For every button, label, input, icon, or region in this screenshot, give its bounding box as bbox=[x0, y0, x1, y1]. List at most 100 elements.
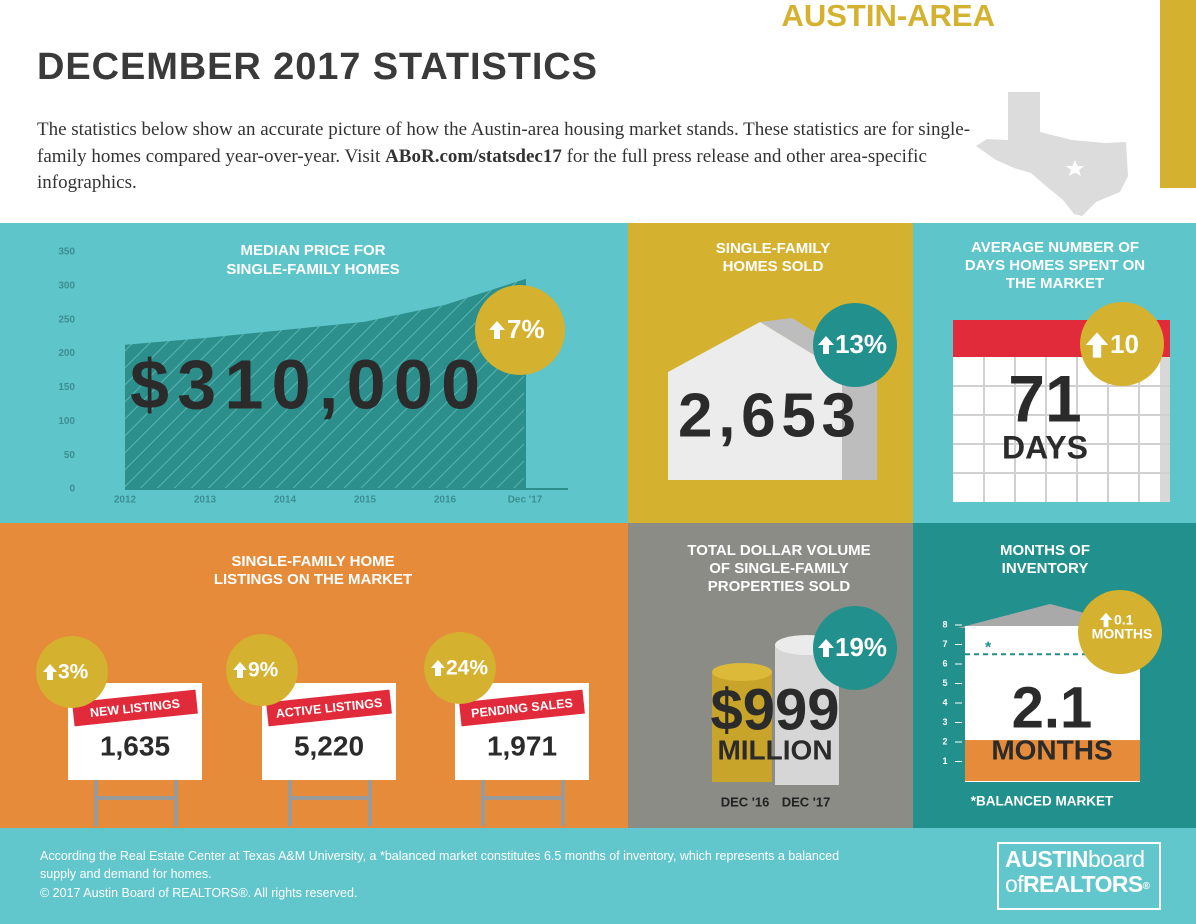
y-tick-label: 3 bbox=[942, 717, 947, 727]
logo-line: AUSTINboard bbox=[1005, 846, 1145, 872]
inventory-chart: 1 2 3 4 5 6 7 8 * bbox=[942, 619, 1140, 781]
unit: DAYS bbox=[1002, 429, 1088, 465]
description: The statistics below show an accurate pi… bbox=[37, 117, 977, 197]
y-tick-label: 4 bbox=[942, 697, 947, 707]
sign-label: NEW LISTINGS bbox=[72, 689, 198, 727]
y-tick-label: 300 bbox=[58, 280, 75, 291]
value: 1,635 bbox=[100, 730, 170, 761]
copyright: © 2017 Austin Board of REALTORS®. All ri… bbox=[40, 886, 358, 900]
value: 5,220 bbox=[294, 730, 364, 761]
bar-label: DEC '16 bbox=[721, 794, 770, 809]
badge bbox=[36, 636, 108, 708]
x-tick-label: 2014 bbox=[274, 495, 297, 506]
house-front bbox=[668, 322, 842, 480]
gold-coins bbox=[712, 672, 772, 782]
change: 0.1 bbox=[1114, 612, 1134, 628]
panel-title: TOTAL DOLLAR VOLUME bbox=[687, 542, 870, 559]
y-tick-label: 250 bbox=[58, 314, 75, 325]
x-tick-label: 2012 bbox=[114, 495, 137, 506]
logo-word: REALTORS bbox=[1023, 871, 1143, 897]
badge bbox=[475, 285, 565, 375]
area bbox=[125, 279, 525, 489]
badge bbox=[1078, 590, 1162, 674]
y-tick-label: 2 bbox=[942, 736, 947, 746]
footer-note: According the Real Estate Center at Texa… bbox=[40, 849, 840, 882]
value: 2,653 bbox=[678, 381, 856, 450]
up-arrow bbox=[233, 662, 247, 678]
up-arrow bbox=[489, 321, 505, 339]
value: 2.1 bbox=[1012, 675, 1093, 740]
panel-title: MONTHS OF bbox=[1000, 542, 1090, 559]
up-arrow bbox=[431, 660, 445, 676]
up-arrow bbox=[818, 639, 834, 657]
badge bbox=[226, 634, 298, 706]
calendar-grid bbox=[953, 357, 1170, 502]
panel-title: INVENTORY bbox=[1002, 560, 1089, 577]
value: 71 bbox=[1008, 361, 1081, 435]
change: 9% bbox=[248, 659, 279, 682]
y-tick-label: 150 bbox=[58, 382, 75, 393]
star bbox=[1066, 160, 1084, 176]
label-bg bbox=[459, 689, 585, 727]
bar-label: DEC '17 bbox=[782, 794, 831, 809]
y-tick-label: 6 bbox=[942, 658, 947, 668]
logo-frame bbox=[997, 842, 1161, 910]
change: 7% bbox=[507, 314, 545, 344]
label-bg bbox=[266, 689, 392, 727]
panel-title: SINGLE-FAMILY HOME bbox=[231, 553, 394, 570]
badge bbox=[424, 632, 496, 704]
unit: MILLION bbox=[717, 734, 832, 765]
y-tick-label: 7 bbox=[942, 639, 947, 649]
label-bg bbox=[72, 689, 198, 727]
logo-word: board bbox=[1088, 846, 1145, 872]
x-tick-label: Dec '17 bbox=[508, 495, 543, 506]
unit: MONTHS bbox=[991, 734, 1112, 765]
note: *BALANCED MARKET bbox=[971, 794, 1114, 809]
change: 10 bbox=[1110, 329, 1139, 359]
panel-title: MEDIAN PRICE FOR bbox=[240, 242, 385, 259]
up-arrow bbox=[43, 664, 57, 680]
title: DECEMBER 2017 STATISTICS bbox=[37, 46, 597, 88]
panel-title: SINGLE-FAMILY HOMES bbox=[226, 261, 399, 278]
change: 19% bbox=[835, 632, 887, 662]
inventory-fill bbox=[965, 740, 1140, 781]
badge bbox=[813, 606, 897, 690]
change: 3% bbox=[58, 661, 89, 684]
change-unit: MONTHS bbox=[1092, 626, 1153, 642]
change: 13% bbox=[835, 329, 887, 359]
panel-title: HOMES SOLD bbox=[723, 258, 824, 275]
panel-title: DAYS HOMES SPENT ON bbox=[965, 257, 1145, 274]
y-tick-label: 5 bbox=[942, 678, 947, 688]
y-tick-label: 0 bbox=[69, 484, 75, 495]
gold-stripe bbox=[1160, 0, 1196, 188]
panel-title: AVERAGE NUMBER OF bbox=[971, 239, 1139, 256]
y-tick-label: 8 bbox=[942, 619, 947, 629]
marker: * bbox=[985, 639, 992, 656]
up-arrow bbox=[1085, 332, 1109, 358]
panel-title: LISTINGS ON THE MARKET bbox=[214, 571, 412, 588]
logo-word: of bbox=[1005, 871, 1024, 897]
x-tick-label: 2015 bbox=[354, 495, 377, 506]
texas-map bbox=[976, 92, 1128, 216]
y-tick-label: 350 bbox=[58, 247, 75, 258]
logo-word: AUSTIN bbox=[1005, 846, 1088, 872]
x-tick-label: 2016 bbox=[434, 495, 457, 506]
link: ABoR.com/statsdec17 bbox=[385, 145, 562, 167]
area-chart: 0 50 100 150 200 250 300 350 2012 2013 2014 2015 201… bbox=[58, 247, 568, 506]
logo-line: ofREALTORS® bbox=[1005, 871, 1151, 897]
y-tick-label: 100 bbox=[58, 416, 75, 427]
text: The statistics below show an accurate pi… bbox=[37, 119, 971, 167]
x-tick-label: 2013 bbox=[194, 495, 217, 506]
calendar-shadow bbox=[1160, 357, 1170, 502]
logo-word: ® bbox=[1143, 881, 1151, 892]
text: for the full press release and other are… bbox=[37, 145, 927, 194]
value: $310,000 bbox=[130, 345, 480, 423]
y-tick-label: 50 bbox=[64, 450, 76, 461]
gold-coins-top bbox=[712, 663, 772, 681]
up-arrow bbox=[818, 336, 834, 354]
panel-title: PROPERTIES SOLD bbox=[708, 578, 851, 595]
up-arrow bbox=[1099, 612, 1113, 628]
